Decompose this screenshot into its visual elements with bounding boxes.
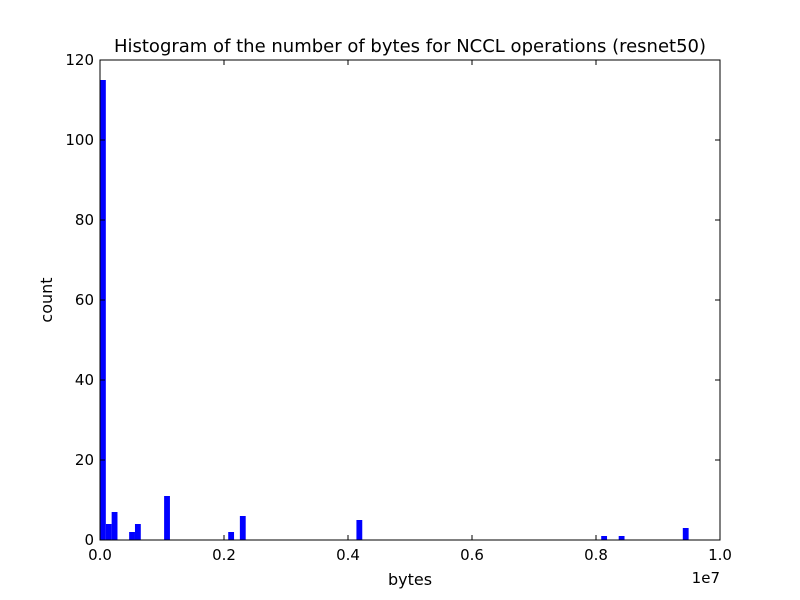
y-tick-label: 40 (75, 371, 94, 389)
bars-group (100, 80, 689, 540)
y-tick-label: 20 (75, 451, 94, 469)
histogram-bar (239, 516, 246, 540)
x-tick-label: 0.4 (336, 546, 360, 564)
x-axis-label: bytes (388, 570, 432, 589)
y-axis-label: count (37, 277, 56, 322)
histogram-bar (134, 524, 141, 540)
histogram-bar (601, 536, 608, 540)
x-tick-label: 0.6 (460, 546, 484, 564)
histogram-bar (682, 528, 689, 540)
y-tick-label: 80 (75, 211, 94, 229)
x-tick-label: 0.8 (584, 546, 608, 564)
histogram-bar (228, 532, 235, 540)
y-tick-label: 60 (75, 291, 94, 309)
plot-area (100, 60, 720, 540)
y-tick-label: 0 (84, 531, 94, 549)
chart-title: Histogram of the number of bytes for NCC… (114, 36, 706, 57)
histogram-bar (356, 520, 363, 540)
y-tick-label: 100 (65, 131, 94, 149)
x-axis-offset-label: 1e7 (692, 569, 720, 587)
x-tick-label: 0.0 (88, 546, 112, 564)
ticks-group: 0.0 0.2 0.4 0.6 0.8 1.0 0 20 40 60 80 100 120 (65, 51, 732, 564)
x-tick-label: 0.2 (212, 546, 236, 564)
histogram-bar (129, 532, 135, 540)
histogram-bar (164, 496, 170, 540)
histogram-bar (618, 536, 625, 540)
y-tick-label: 120 (65, 51, 94, 69)
plot-frame (99, 59, 721, 541)
histogram-bar (105, 524, 112, 540)
histogram-bar (111, 512, 118, 540)
histogram-bar (100, 80, 106, 540)
x-tick-label: 1.0 (708, 546, 732, 564)
